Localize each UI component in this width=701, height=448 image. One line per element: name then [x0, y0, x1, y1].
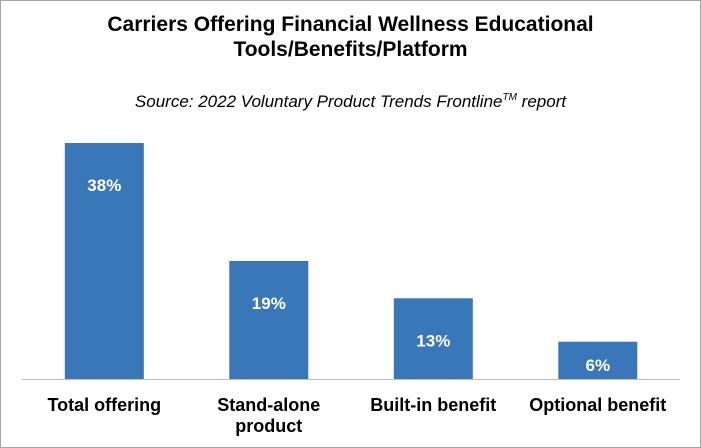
chart-title-line-1: Carriers Offering Financial Wellness Edu…	[107, 13, 594, 36]
category-label-line: Total offering	[47, 395, 161, 415]
category-label-line: Built-in benefit	[370, 395, 496, 415]
category-label: Built-in benefit	[370, 395, 496, 415]
bar-built-in-benefit	[393, 298, 473, 379]
trademark-superscript: TM	[502, 92, 517, 103]
category-label-line: Stand-alone	[217, 395, 320, 415]
bar-optional-benefit	[558, 341, 638, 379]
data-label: 19%	[252, 294, 286, 313]
category-label: Optional benefit	[529, 395, 666, 415]
data-label: 38%	[87, 176, 121, 195]
bar-stand-alone-product	[229, 261, 309, 379]
category-label-line: product	[235, 416, 302, 436]
data-label: 6%	[586, 356, 611, 375]
subtitle-text: Source: 2022 Voluntary Product Trends Fr…	[134, 92, 503, 111]
chart-title-line-2: Tools/Benefits/Platform	[233, 38, 468, 61]
bar-total-offering	[64, 143, 144, 379]
category-label: Total offering	[47, 395, 161, 415]
subtitle-suffix: report	[516, 92, 567, 111]
data-label: 13%	[416, 331, 450, 350]
chart-subtitle: Source: 2022 Voluntary Product Trends Fr…	[0, 88, 701, 112]
chart-title: Carriers Offering Financial Wellness Edu…	[0, 12, 701, 62]
category-label: Stand-alone product	[217, 395, 320, 436]
category-label-line: Optional benefit	[529, 395, 666, 415]
